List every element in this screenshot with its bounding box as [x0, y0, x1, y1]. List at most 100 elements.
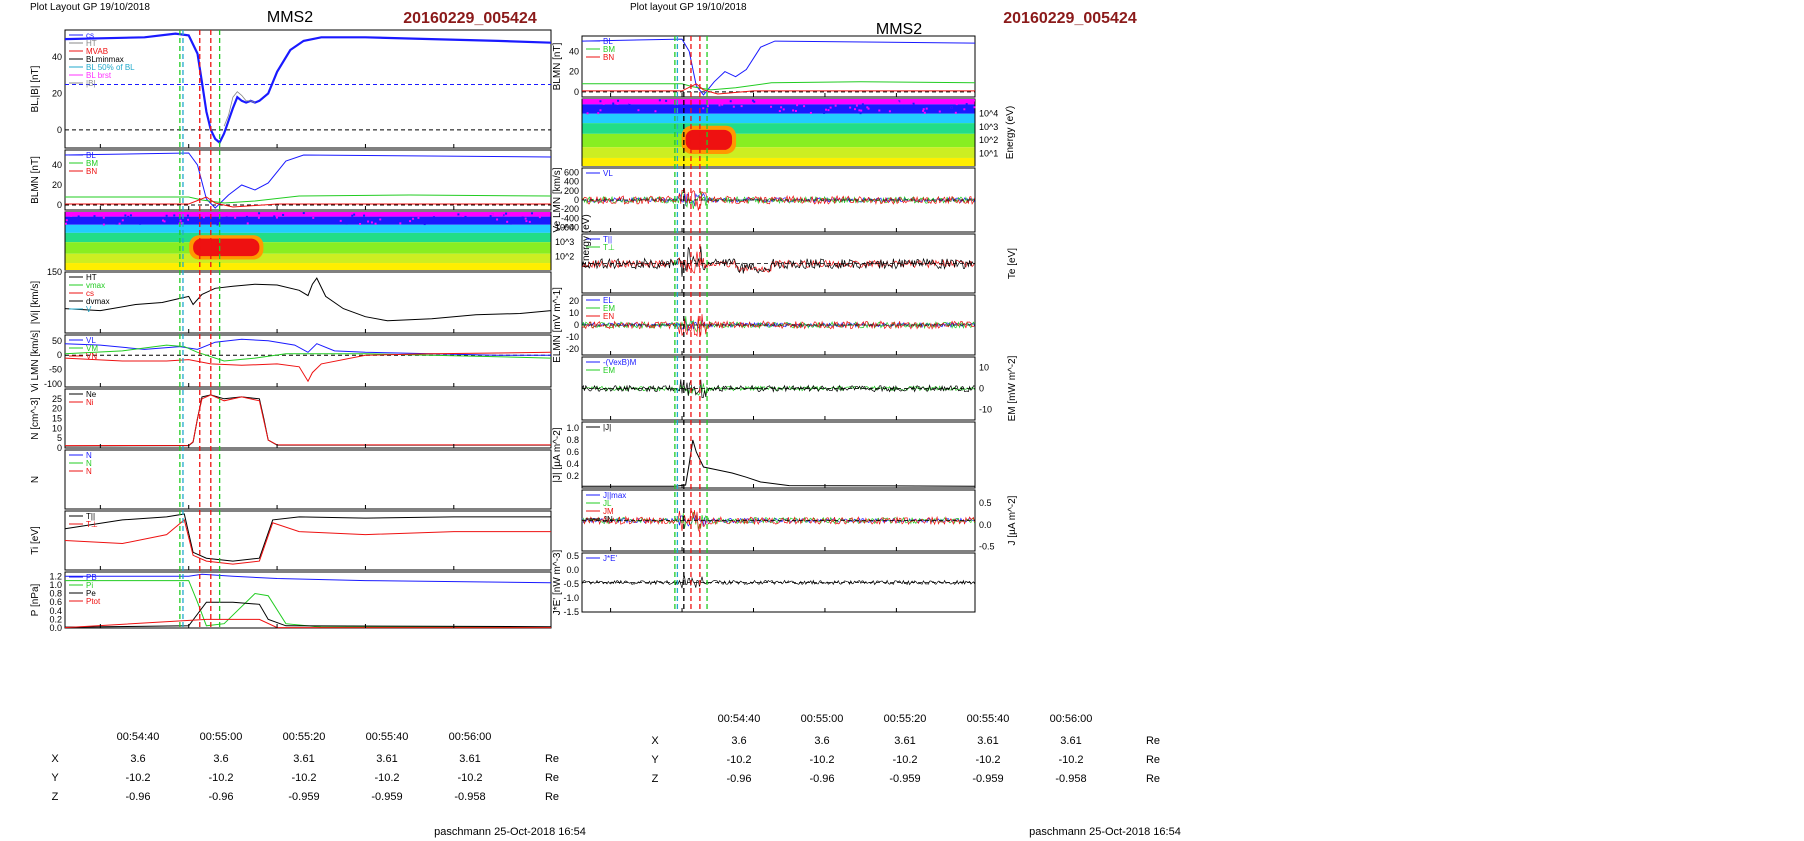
panel-ylabel: Vi LMN [km/s]: [30, 330, 41, 392]
spectrogram-speckle: [265, 213, 268, 216]
spectrogram-speckle: [423, 223, 426, 226]
panel-ylabel: ELMN [mV m^-1]: [552, 287, 563, 363]
spectrogram-speckle: [412, 217, 415, 220]
y-tick: -0.5: [979, 542, 995, 552]
spectrogram-band: [65, 263, 551, 270]
spectrogram-speckle: [770, 105, 773, 108]
y-tick: -10: [979, 405, 992, 415]
spectrogram-speckle: [302, 212, 305, 215]
panel-ylabel: Ti [eV]: [30, 526, 41, 555]
spectrogram-speckle: [90, 220, 93, 223]
spectrogram-speckle: [82, 213, 85, 216]
legend-label: Ni: [86, 398, 94, 407]
spectrogram-band: [65, 253, 551, 264]
y-tick: 0: [574, 320, 579, 330]
y-tick: -0.5: [563, 579, 579, 589]
spectrogram-speckle: [70, 214, 73, 217]
panel-ylabel: BL,|B| [nT]: [30, 65, 41, 112]
panel-ylabel: P [nPa]: [30, 583, 41, 616]
spectrogram-speckle: [315, 213, 318, 216]
spectrogram-band: [582, 104, 975, 114]
spectrogram-speckle: [904, 109, 907, 112]
ephem-label: X: [51, 753, 59, 765]
spectrogram-speckle: [183, 217, 186, 220]
spectrogram-speckle: [858, 109, 861, 112]
spectrogram-speckle: [312, 216, 315, 219]
time-tick: 00:54:40: [718, 713, 761, 725]
time-tick: 00:55:40: [366, 731, 409, 743]
ephem-value: -0.958: [454, 791, 485, 803]
spectrogram-speckle: [646, 110, 649, 113]
spectrogram-speckle: [659, 99, 662, 102]
panel-ylabel: N [cm^-3]: [30, 397, 41, 440]
layout-label-1: Plot Layout GP 19/10/2018: [30, 2, 150, 13]
spectrogram-speckle: [509, 222, 512, 225]
spectrogram-band: [582, 157, 975, 166]
spectrogram-speckle: [817, 106, 820, 109]
spectrogram-speckle: [179, 219, 182, 222]
panel-frame: [64, 149, 552, 211]
spectrogram-speckle: [379, 218, 382, 221]
time-tick: 00:55:00: [801, 713, 844, 725]
spectrogram-speckle: [187, 218, 190, 221]
panel-ion_spec: 10^1 10^2 10^3 10^4 Energy (eV): [581, 98, 1016, 167]
footer-1: paschmann 25-Oct-2018 16:54: [434, 826, 586, 838]
spectrogram-speckle: [801, 100, 804, 103]
y-tick: 0: [57, 443, 62, 453]
time-tick: 00:55:40: [967, 713, 1010, 725]
spectrogram-speckle: [353, 213, 356, 216]
y-tick: 0.5: [566, 551, 579, 561]
spectrogram-speckle: [782, 108, 785, 111]
legend-label: EL: [603, 296, 613, 305]
spectrogram-speckle: [489, 215, 492, 218]
y-tick: 0.2: [49, 614, 62, 624]
spectrogram-speckle: [176, 221, 179, 224]
spectrogram-speckle: [796, 104, 799, 107]
series-line: [64, 32, 552, 145]
y-tick: 0.0: [979, 520, 992, 530]
event-id-2: 20160229_005424: [1003, 10, 1137, 27]
ephem-value: 3.61: [376, 753, 397, 765]
legend-label: BL: [603, 37, 613, 46]
series-line: [64, 277, 552, 322]
panel-ylabel: BLMN [nT]: [552, 42, 563, 90]
spectrogram-speckle: [599, 100, 602, 103]
spectrogram-speckle: [257, 216, 260, 219]
panel-ylabel: J*E' [nW m^-3]: [552, 550, 563, 616]
spectrogram-speckle: [888, 110, 891, 113]
series-line: [64, 338, 551, 356]
ephem-value: -0.959: [972, 773, 1003, 785]
time-tick: 00:54:40: [117, 731, 160, 743]
panel-frame: [64, 29, 552, 149]
spectrogram-speckle: [173, 214, 176, 217]
series-line: [581, 314, 975, 337]
series-line: [64, 344, 552, 362]
spectrogram-speckle: [494, 221, 497, 224]
spectrogram-speckle: [654, 110, 657, 113]
spectrogram-speckle: [765, 99, 768, 102]
spectrogram-speckle: [464, 215, 467, 218]
spectrogram-speckle: [751, 99, 754, 102]
spectrogram-band: [582, 133, 975, 148]
ephem-unit: Re: [545, 772, 559, 784]
spectrogram-speckle: [836, 104, 839, 107]
spectrogram-speckle: [345, 222, 348, 225]
spectrogram-speckle: [355, 213, 358, 216]
legend-label: BM: [86, 159, 98, 168]
spectrogram-band: [65, 216, 551, 225]
spectrogram-speckle: [101, 220, 104, 223]
ephem-value: -0.96: [809, 773, 834, 785]
spectrogram-speckle: [521, 216, 524, 219]
ephem-unit: Re: [545, 791, 559, 803]
spectrogram-band: [65, 242, 551, 254]
spectrogram-speckle: [902, 105, 905, 108]
legend-label: MVAB: [86, 47, 108, 56]
y-tick: 5: [57, 433, 62, 443]
spectrogram-speckle: [778, 110, 781, 113]
spectrogram-speckle: [538, 216, 541, 219]
ephem-value: 3.6: [814, 735, 829, 747]
